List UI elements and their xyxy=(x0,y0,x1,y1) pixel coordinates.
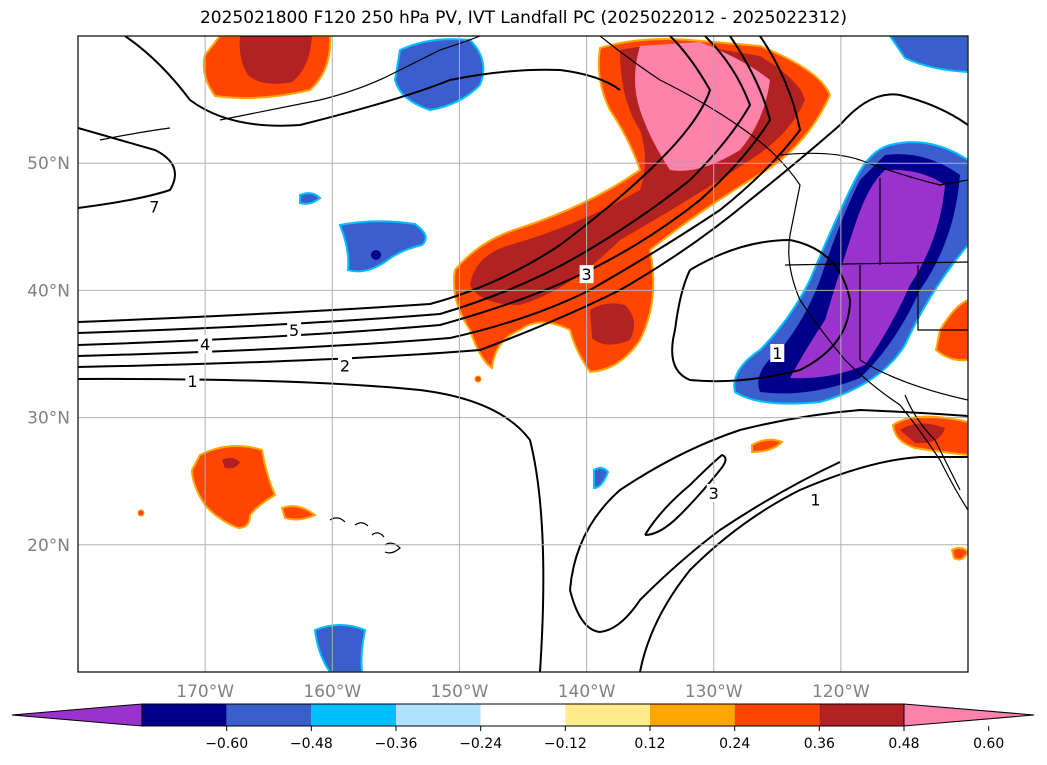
colorbar-tick-label: 0.60 xyxy=(973,736,1004,752)
colorbar-segment xyxy=(565,704,650,726)
lon-tick-label: 140°W xyxy=(558,682,616,702)
contour-label: 1 xyxy=(810,490,820,509)
pv-neg-ne-corner xyxy=(888,36,968,74)
pv-blob-small-1 xyxy=(280,505,317,521)
colorbar-segment xyxy=(311,704,396,726)
pv-neg-small-1 xyxy=(299,192,322,205)
map-title: 2025021800 F120 250 hPa PV, IVT Landfall… xyxy=(199,8,847,28)
colorbar xyxy=(11,703,1035,727)
lon-tick-label: 120°W xyxy=(812,682,870,702)
pv-spot-mexico xyxy=(950,546,968,561)
lat-tick-label: 20°N xyxy=(27,536,70,556)
contour-label: 5 xyxy=(289,321,299,340)
colorbar-segment xyxy=(142,704,227,726)
contour-label-bg xyxy=(808,490,823,509)
pv-spot-offshore xyxy=(590,303,634,345)
colorbar-tick-label: 0.12 xyxy=(634,736,665,752)
pv-neg-small-2 xyxy=(593,466,610,490)
colorbar-tick-label: −0.60 xyxy=(205,736,248,752)
pv-dot-1 xyxy=(474,375,482,383)
contour-label: 2 xyxy=(340,357,350,376)
latitude-labels: 20°N 30°N 40°N 50°N xyxy=(27,154,70,556)
pv-dot-2 xyxy=(137,509,145,517)
contour-labels: 7 5 4 2 1 3 1 3 1 xyxy=(147,197,823,509)
colorbar-extend-min xyxy=(11,703,143,727)
longitude-labels: 170°W 160°W 150°W 140°W 130°W 120°W xyxy=(176,682,870,702)
colorbar-tick-label: −0.12 xyxy=(544,736,587,752)
colorbar-ticks: −0.60 −0.48 −0.36 −0.24 −0.12 0.12 0.24 0.36 0.4… xyxy=(205,726,1004,752)
lat-tick-label: 30°N xyxy=(27,409,70,429)
coastlines xyxy=(99,36,968,554)
colorbar-segment xyxy=(480,704,566,726)
contour-label: 3 xyxy=(581,265,591,284)
contour-label-bg xyxy=(338,356,352,375)
contour-label-bg xyxy=(185,371,200,390)
pv-neg-west-coast-core xyxy=(790,169,945,379)
pv-blob-aleutians-core xyxy=(239,36,312,84)
colorbar-tick-label: 0.24 xyxy=(719,736,750,752)
colorbar-segment xyxy=(396,704,481,726)
contour-label: 3 xyxy=(709,484,719,503)
pv-negative-anomalies xyxy=(299,36,968,672)
graticule xyxy=(78,36,968,672)
contour-label-bg xyxy=(287,321,302,340)
contour-label: 1 xyxy=(187,372,197,391)
contour-label-bg xyxy=(770,344,785,362)
colorbar-tick-label: −0.36 xyxy=(375,736,418,752)
colorbar-outline xyxy=(141,703,905,727)
colorbar-segment xyxy=(226,704,312,726)
lon-tick-label: 150°W xyxy=(431,682,489,702)
pv-neg-gulf-alaska xyxy=(393,38,485,112)
contour-label: 1 xyxy=(772,344,782,363)
contour-label: 7 xyxy=(149,198,159,217)
pv-spot-hawaii xyxy=(222,457,240,469)
pv-neg-spot-mid xyxy=(371,250,381,260)
colorbar-tick-label: −0.24 xyxy=(459,736,502,752)
contour-label: 4 xyxy=(200,335,210,354)
pv-neg-mid-pacific xyxy=(338,220,427,273)
lon-tick-label: 160°W xyxy=(303,682,361,702)
colorbar-tick-label: 0.36 xyxy=(804,736,835,752)
ivt-contours xyxy=(78,36,968,672)
colorbar-segment xyxy=(650,704,735,726)
contour-label-bg xyxy=(147,197,162,216)
contour-label-bg xyxy=(579,265,594,284)
contour-label-bg xyxy=(706,483,721,502)
lon-tick-label: 130°W xyxy=(685,682,743,702)
colorbar-extend-max xyxy=(903,703,1035,727)
pv-neg-south xyxy=(313,624,367,672)
pv-blob-hawaii-west xyxy=(190,445,277,530)
contour-label-bg xyxy=(198,335,213,354)
lat-tick-label: 40°N xyxy=(27,281,70,301)
lon-tick-label: 170°W xyxy=(176,682,234,702)
colorbar-tick-label: 0.48 xyxy=(888,736,919,752)
colorbar-tick-label: −0.48 xyxy=(290,736,333,752)
lat-tick-label: 50°N xyxy=(27,154,70,174)
colorbar-segment xyxy=(819,704,904,726)
pv-blob-small-2 xyxy=(751,438,784,454)
map-border xyxy=(77,35,969,673)
colorbar-segment xyxy=(734,704,820,726)
